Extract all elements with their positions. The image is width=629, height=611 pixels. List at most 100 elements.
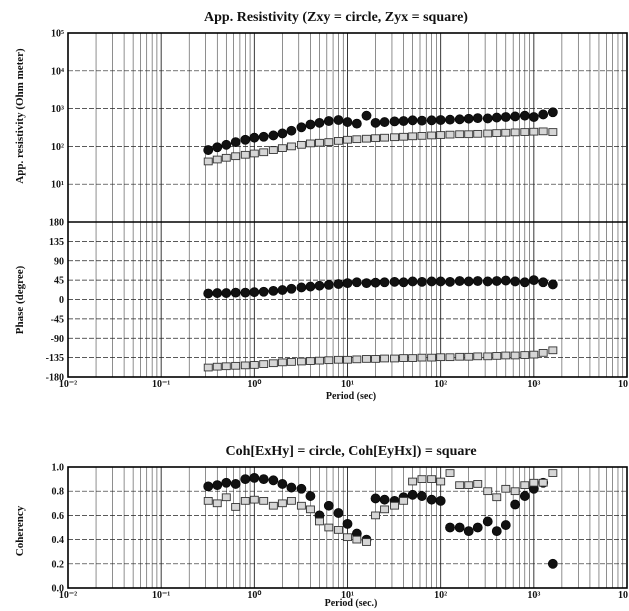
phase-point-zxy (296, 282, 307, 293)
coherency-point-coheyhx (445, 469, 455, 477)
coherency-plot-frame (67, 466, 628, 589)
coherency-point-cohexhy (203, 481, 214, 492)
phase-point-zxy (286, 283, 297, 294)
phase-point-zyx (492, 352, 502, 360)
resistivity-point-zxy (277, 128, 288, 139)
resistivity-point-zxy (407, 115, 418, 126)
phase-point-zxy (249, 287, 260, 298)
phase-point-zyx (296, 357, 306, 366)
phase-point-zyx (343, 355, 352, 364)
resistivity-point-zyx (390, 133, 400, 142)
phase-point-zyx (277, 358, 287, 367)
resistivity-point-zxy (268, 130, 279, 141)
resistivity-point-zxy (370, 117, 381, 128)
coherency-point-cohexhy (240, 474, 251, 484)
resistivity-point-zxy (500, 112, 511, 122)
resistivity-point-zxy (426, 115, 437, 126)
phase-point-zxy (370, 277, 381, 288)
phase-point-zyx (408, 354, 418, 362)
resistivity-point-zyx (510, 128, 520, 137)
phase-point-zxy (472, 276, 483, 286)
coherency-point-coheyhx (334, 526, 343, 534)
phase-point-zxy (351, 277, 362, 288)
coherency-point-coheyhx (390, 501, 400, 510)
phase-point-zyx (501, 351, 511, 360)
coherency-point-coheyhx (259, 497, 269, 505)
text-layer: App. Resistivity (Zxy = circle, Zyx = sq… (14, 10, 628, 609)
phase-point-zyx (286, 358, 296, 366)
resistivity-point-zyx (371, 134, 380, 143)
resistivity-ytick-label: 10¹ (51, 180, 64, 191)
phase-point-zyx (529, 350, 539, 359)
resistivity-point-zyx (324, 138, 334, 146)
phase-point-zxy (417, 276, 427, 287)
resistivity-point-zxy (221, 139, 232, 150)
resistivity-point-zxy (472, 113, 483, 124)
coherency-point-coheyhx (221, 493, 231, 502)
resistivity-point-zxy (491, 112, 502, 123)
resistivity-point-zxy (258, 131, 269, 142)
coherency-point-cohexhy (221, 477, 232, 488)
phase-point-zxy (379, 277, 390, 288)
phase-point-zyx (455, 352, 465, 361)
coherency-point-cohexhy (491, 526, 502, 537)
resistivity-ytick-label: 10² (51, 142, 64, 153)
phase-point-zyx (221, 362, 231, 371)
phase-xtick-label: 10² (434, 379, 447, 390)
resistivity-point-zyx (203, 157, 213, 166)
coherency-xtick-label: 10 (618, 590, 628, 601)
coherency-point-cohexhy (286, 482, 297, 493)
resistivity-point-zxy (547, 107, 558, 118)
phase-point-zyx (436, 353, 446, 362)
phase-point-zyx (268, 359, 278, 368)
resistivity-point-zxy (333, 115, 344, 125)
phase-ytick-label: -45 (51, 314, 64, 325)
phase-point-zyx (212, 362, 222, 371)
phase-xlabel: Period (sec) (326, 391, 376, 402)
resistivity-point-zyx (305, 139, 315, 148)
phase-ytick-label: 0 (59, 295, 64, 306)
resistivity-point-zxy (314, 117, 325, 128)
phase-point-zxy (240, 287, 251, 298)
phase-point-zyx (417, 353, 427, 362)
coherency-point-coheyhx (520, 481, 530, 490)
phase-ytick-label: -135 (46, 353, 64, 364)
resistivity-point-zyx (240, 150, 250, 159)
coherency-point-coheyhx (464, 481, 474, 490)
phase-point-zxy (398, 277, 409, 288)
phase-ylabel: Phase (degree) (14, 265, 26, 334)
coherency-point-cohexhy (379, 494, 390, 505)
resistivity-point-zxy (379, 117, 390, 127)
upper-plot-frame (67, 32, 628, 378)
coherency-ytick-label: 0.6 (52, 511, 65, 522)
resistivity-point-zxy (528, 112, 539, 122)
resistivity-point-zxy (351, 118, 362, 129)
coherency-point-coheyhx (324, 523, 334, 532)
resistivity-point-zxy (510, 111, 521, 122)
coherency-ylabel: Coherency (14, 505, 26, 556)
resistivity-point-zyx (529, 127, 539, 136)
resistivity-point-zyx (455, 130, 465, 139)
resistivity-point-zxy (454, 114, 465, 125)
phase-point-zyx (231, 361, 241, 370)
phase-xtick-label: 10 (618, 379, 628, 390)
phase-point-zyx (483, 352, 493, 361)
coherency-point-coheyhx (455, 481, 465, 490)
phase-point-zxy (333, 279, 344, 289)
resistivity-point-zyx (483, 129, 493, 138)
resistivity-point-zyx (436, 131, 446, 139)
resistivity-point-zxy (342, 117, 353, 127)
resistivity-point-zyx (249, 149, 259, 158)
coherency-point-coheyhx (362, 538, 371, 546)
coherency-point-coheyhx (510, 487, 520, 496)
resistivity-point-zyx (473, 129, 483, 138)
resistivity-ytick-label: 10³ (51, 104, 64, 115)
coherency-point-coheyhx (473, 480, 483, 488)
resistivity-point-zxy (361, 110, 372, 121)
phase-point-zyx (203, 363, 213, 372)
coherency-point-coheyhx (212, 499, 222, 508)
coherency-point-coheyhx (371, 511, 380, 520)
phase-xtick-label: 10⁻¹ (152, 379, 170, 390)
phase-point-zyx (520, 351, 530, 359)
